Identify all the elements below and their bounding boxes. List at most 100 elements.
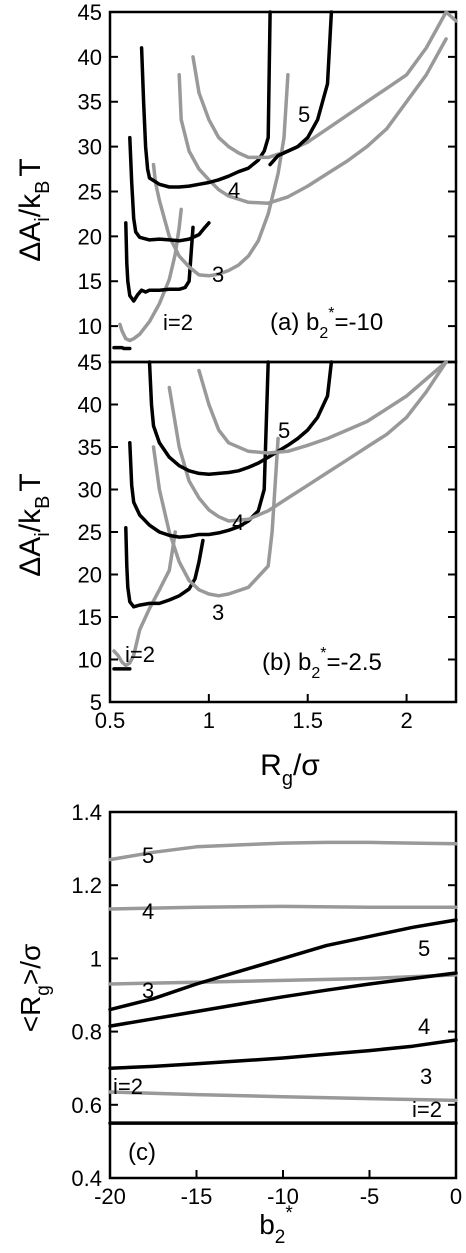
panel-b-y-tick-label: 35 [78,435,102,460]
panel-c-ylabel-tail: >/σ [15,944,46,985]
panel-b-series-1-line [112,530,177,668]
panel-b-label-sub: 2 [311,665,320,682]
panel-b-y-tick-label: 25 [78,520,102,545]
panel-a-y-tick-label: 20 [78,224,102,249]
panel-b-y-tick-label: 45 [78,350,102,375]
panel-a-series [112,10,458,351]
panel-c-series-6-line [108,1038,458,1070]
panel-c-y-ticks: 0.4 0.6 0.8 1 1.2 1.4 [71,800,456,1191]
panel-c-curve-label: 3 [420,1064,432,1089]
panel-a-curve-label: 5 [298,102,310,127]
panel-c-curve-label: 3 [142,978,154,1003]
panel-b-y-tick-label: 15 [78,605,102,630]
panel-c-curve-label: i=2 [412,1097,442,1122]
panel-c-series-4-line [108,918,458,1012]
panel-c-curve-label: 5 [418,936,430,961]
panel-a-curve-label: 4 [228,178,240,203]
panel-a-y-tick-label: 45 [78,0,102,25]
panel-c-series-3-line [108,1090,458,1103]
panel-c-series-5-line [108,971,458,1028]
panel-a-curve-labels: i=2 3 4 5 [163,102,310,335]
panel-c-y-tick-label: 1.4 [71,800,102,825]
panel-a-series-5-line [177,37,448,205]
panel-a-series-0-line [112,345,132,351]
panel-a-y-tick-label: 40 [78,45,102,70]
panel-a-series-6-line [139,10,272,189]
panel-b-label-sup: * [320,645,326,662]
panel-c-curve-label: i=2 [113,1074,143,1099]
panel-c-xlabel-sup: * [285,1203,293,1224]
panel-c: 0.4 0.6 0.8 1 1.2 1.4 -20 -15 -10 -5 0 <Rg>/σ b2 *… [15,800,462,1248]
panel-b-x-tick-label: 0.5 [95,708,126,733]
panel-a-label-main: (a) b [270,309,319,336]
panel-c-x-tick-label: -15 [181,1184,213,1209]
panel-c-curve-labels: 5 4 3 i=2 5 4 3 i=2 [113,843,442,1122]
panel-b-x-tick-label: 1 [203,708,215,733]
panel-a-label-sub: 2 [319,325,328,342]
panel-b-series-6-line [147,360,334,476]
panel-c-x-tick-label: 0 [450,1184,462,1209]
panel-c-ylabel-sub: g [33,985,54,996]
panel-b-ylabel-tail: T [14,473,47,491]
panel-b-label-main: (b) b [262,649,311,676]
panel-b-y-tick-label: 10 [78,648,102,673]
panel-a-y-axis-title: ΔAi/kBT [14,158,54,262]
panel-c-xlabel-sub: 2 [275,1227,286,1248]
panel-b-xlabel-tail: /σ [293,749,320,782]
panel-b-ylabel-sub2: B [32,496,54,509]
panel-b-label: (b) b2*=-2.5 [262,645,382,682]
panel-c-series-1-line [108,904,458,911]
panel-a-series-4-line [128,135,211,243]
panel-b-xlabel-main: R [260,749,282,782]
panel-a-label-sup: * [328,305,334,322]
panel-c-series-0-line [108,840,458,862]
panel-b-y-axis-title: ΔAi/kBT [14,473,54,577]
panel-c-xlabel-main: b [259,1209,275,1240]
panel-c-y-tick-label: 1.2 [71,873,102,898]
panel-c-x-axis-title: b2 * [259,1203,293,1248]
panel-c-x-tick-label: -10 [267,1184,299,1209]
panel-c-series-2-line [108,973,458,986]
panel-b-y-tick-label: 30 [78,478,102,503]
panel-a-ylabel-sub1: i [32,217,54,221]
panel-c-y-axis-title: <Rg>/σ [15,944,54,1033]
panel-a-series-2-line [124,221,195,303]
panel-a-series-7-line [191,10,458,160]
panel-c-y-tick-label: 0.8 [71,1020,102,1045]
panel-b-x-axis-title: Rg/σ [260,749,320,790]
panel-b-curve-label: 5 [278,418,290,443]
panel-b-series-7-line [197,360,448,455]
panel-b-ylabel-sub1: i [32,532,54,536]
panel-a-ylabel-mid: /k [14,193,47,217]
panel-c-curve-label: 5 [142,843,154,868]
panel-c-x-tick-label: -20 [94,1184,126,1209]
panel-a-y-tick-label: 25 [78,179,102,204]
panel-b-y-tick-label: 5 [90,690,102,715]
panel-b-series-5-line [167,360,448,523]
panel-b-y-tick-label: 40 [78,393,102,418]
panel-b-curve-labels: i=2 3 4 5 [125,418,290,667]
panel-c-ylabel-main: <R [15,996,46,1033]
panel-a-ylabel-tail: T [14,158,47,176]
panel-b-series-2-line [124,526,205,609]
panel-c-series [108,840,458,1125]
panel-b-ylabel-mid: /k [14,508,47,532]
panel-b-curve-label: 4 [232,510,244,535]
panel-c-x-tick-label: -5 [360,1184,380,1209]
panel-b-xlabel-sub: g [282,768,293,790]
panel-b-y-tick-label: 20 [78,563,102,588]
panel-c-y-tick-label: 0.4 [71,1166,102,1191]
panel-a-y-tick-label: 10 [78,314,102,339]
panel-a-curve-label: i=2 [163,310,193,335]
panel-c-label: (c) [128,1139,156,1166]
panel-a-y-tick-label: 35 [78,90,102,115]
panel-a-series-8-line [268,10,334,167]
panel-b-curve-label: 3 [212,600,224,625]
panel-b-series [112,360,448,671]
panel-b-series-3-line [151,436,280,598]
